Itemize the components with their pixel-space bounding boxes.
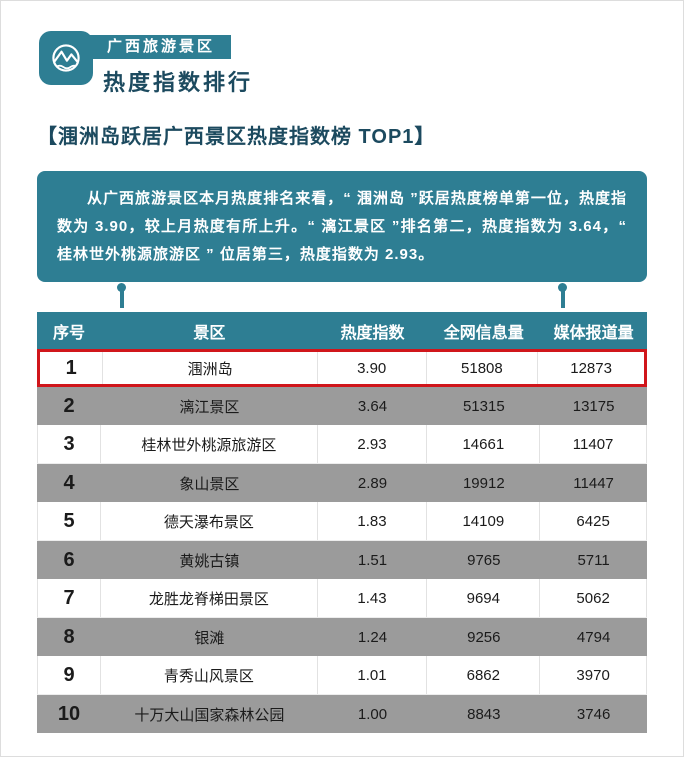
heat-index-cell: 1.00 — [357, 705, 388, 723]
media-volume-cell: 5711 — [577, 551, 610, 569]
scenic-spot-cell: 桂林世外桃源旅游区 — [101, 425, 318, 464]
info-volume-cell: 51808 — [427, 352, 539, 385]
scenic-spot-cell: 龙胜龙脊梯田景区 — [101, 579, 318, 618]
scenic-spot-cell: 德天瀑布景区 — [101, 502, 318, 541]
info-volume-cell: 14661 — [427, 425, 541, 464]
media-volume-cell: 3970 — [540, 656, 647, 695]
media-volume-cell: 11407 — [540, 425, 647, 464]
connector-pin-left — [117, 283, 126, 309]
heat-index-cell: 1.24 — [357, 628, 388, 646]
scenic-spot-cell: 十万大山国家森林公园 — [134, 706, 285, 724]
rank-cell: 10 — [57, 702, 81, 725]
col-header-spot: 景区 — [193, 324, 226, 342]
heat-index-cell: 1.43 — [318, 579, 428, 618]
info-volume-cell: 14109 — [427, 502, 541, 541]
info-volume-cell: 19912 — [462, 474, 505, 492]
info-volume-cell: 9765 — [467, 551, 501, 569]
media-volume-cell: 13175 — [572, 397, 615, 415]
summary-box: 从广西旅游景区本月热度排名来看，“ 涠洲岛 ”跃居热度榜单第一位，热度指数为 3… — [37, 171, 647, 283]
heat-index-cell: 2.93 — [318, 425, 428, 464]
col-header-rank: 序号 — [53, 324, 86, 342]
logo-row: 广西旅游景区 热度指数排行 — [39, 31, 683, 97]
table-row: 2 漓江景区 3.64 51315 13175 — [37, 387, 647, 426]
connector-pin-right — [558, 283, 567, 309]
ranking-table: 序号 景区 热度指数 全网信息量 媒体报道量 1 涠洲岛 3.90 51808 … — [37, 312, 647, 734]
scenic-spot-cell: 涠洲岛 — [103, 352, 318, 385]
media-volume-cell: 12873 — [570, 359, 612, 377]
info-volume-cell: 9256 — [467, 628, 501, 646]
heat-index-cell: 1.83 — [318, 502, 428, 541]
heat-index-cell: 1.01 — [318, 656, 428, 695]
connector-dot — [117, 283, 126, 293]
heat-index-cell: 3.90 — [318, 352, 427, 385]
connector-dot — [558, 283, 567, 293]
summary-text: 从广西旅游景区本月热度排名来看，“ 涠洲岛 ”跃居热度榜单第一位，热度指数为 3… — [57, 190, 627, 263]
table-row: 8 银滩 1.24 9256 4794 — [37, 618, 647, 657]
media-volume-cell: 4794 — [576, 628, 611, 646]
media-volume-cell: 6425 — [540, 502, 647, 541]
col-header-index: 热度指数 — [340, 324, 405, 342]
logo-texts: 广西旅游景区 热度指数排行 — [89, 31, 253, 97]
scenic-spot-cell: 青秀山风景区 — [101, 656, 318, 695]
table-row: 3 桂林世外桃源旅游区 2.93 14661 11407 — [37, 425, 647, 465]
info-volume-cell: 8843 — [467, 705, 501, 723]
rank-cell: 4 — [63, 471, 75, 494]
rank-cell: 7 — [37, 579, 102, 618]
rank-cell: 6 — [63, 548, 75, 571]
table-header-row: 序号 景区 热度指数 全网信息量 媒体报道量 — [37, 312, 647, 350]
table-row: 1 涠洲岛 3.90 51808 12873 — [37, 349, 647, 388]
media-volume-cell: 3746 — [576, 705, 611, 723]
media-volume-cell: 11447 — [573, 474, 614, 492]
connector-zone — [37, 282, 647, 312]
region-badge: 广西旅游景区 — [89, 35, 232, 59]
heat-index-cell: 3.64 — [357, 397, 388, 415]
rank-cell: 1 — [40, 352, 104, 385]
rank-cell: 9 — [37, 656, 102, 695]
col-header-info: 全网信息量 — [443, 324, 524, 342]
info-volume-cell: 51315 — [462, 397, 505, 415]
connector-stem — [560, 291, 565, 309]
scenic-spot-cell: 银滩 — [194, 629, 225, 647]
page-title: 热度指数排行 — [103, 70, 254, 95]
heat-index-cell: 1.51 — [357, 551, 388, 569]
scenic-spot-cell: 象山景区 — [179, 475, 240, 493]
rank-cell: 2 — [63, 394, 75, 417]
table-row: 6 黄姚古镇 1.51 9765 5711 — [37, 541, 647, 580]
mountain-wave-logo-icon — [39, 31, 93, 85]
headline: 【涠洲岛跃居广西景区热度指数榜 TOP1】 — [37, 126, 436, 148]
col-header-media: 媒体报道量 — [553, 324, 634, 342]
connector-stem — [119, 291, 124, 309]
header: 广西旅游景区 热度指数排行 — [1, 1, 683, 97]
info-volume-cell: 6862 — [427, 656, 541, 695]
rank-cell: 3 — [37, 425, 102, 464]
table-row: 10 十万大山国家森林公园 1.00 8843 3746 — [37, 695, 647, 734]
table-row: 9 青秀山风景区 1.01 6862 3970 — [37, 656, 647, 696]
table-row: 4 象山景区 2.89 19912 11447 — [37, 464, 647, 503]
table-row: 5 德天瀑布景区 1.83 14109 6425 — [37, 502, 647, 542]
table-row: 7 龙胜龙脊梯田景区 1.43 9694 5062 — [37, 579, 647, 619]
scenic-spot-cell: 黄姚古镇 — [179, 552, 240, 570]
scenic-spot-cell: 漓江景区 — [179, 398, 240, 416]
rank-cell: 5 — [37, 502, 102, 541]
media-volume-cell: 5062 — [540, 579, 647, 618]
info-volume-cell: 9694 — [427, 579, 541, 618]
rank-cell: 8 — [63, 625, 75, 648]
heat-index-cell: 2.89 — [357, 474, 388, 492]
